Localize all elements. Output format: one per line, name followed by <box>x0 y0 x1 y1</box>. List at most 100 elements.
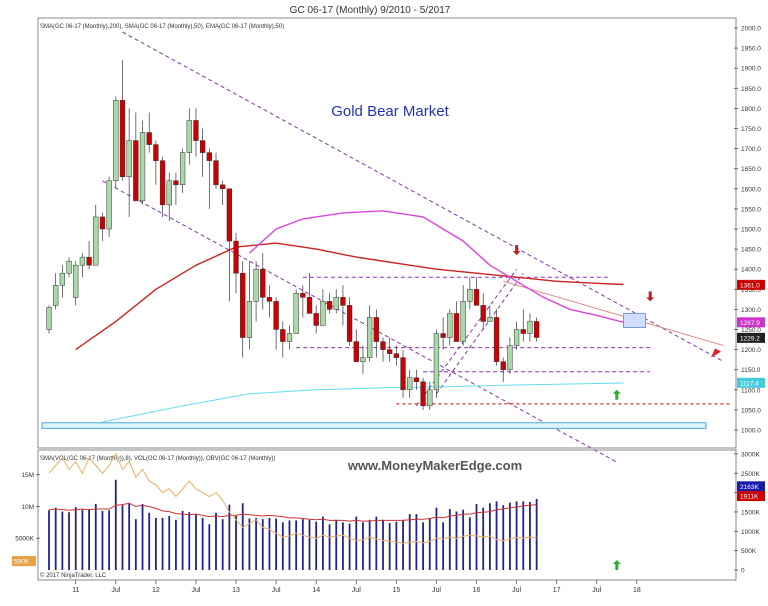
candle-body <box>513 329 520 346</box>
candle-body <box>473 289 480 306</box>
y-tick-label: 1250.0 <box>741 327 761 334</box>
candle-body <box>340 297 346 306</box>
sma-50-line <box>248 210 624 323</box>
vol-right-tick-label: 2500K <box>741 471 760 478</box>
red-arrow-icon <box>711 348 721 358</box>
y-tick-label: 1400.0 <box>741 267 761 274</box>
x-tick-label: 14 <box>312 587 320 594</box>
vol-right-badge <box>737 481 765 492</box>
candle-body <box>179 152 186 186</box>
y-tick-label: 1500.0 <box>741 227 761 234</box>
candle-body <box>166 180 172 206</box>
candle-body <box>233 240 239 274</box>
candle-body <box>106 180 112 230</box>
candle-body <box>520 329 526 334</box>
candle-body <box>447 313 453 338</box>
candle-body <box>493 317 500 362</box>
price-badges: 1361.0 1267.9 1229.2 1117.4 <box>737 279 765 388</box>
candle-body <box>59 272 66 286</box>
sma-200-line <box>75 242 624 351</box>
candle-body <box>280 329 286 342</box>
candle-body <box>320 301 326 326</box>
rising-channel-upper <box>415 268 518 407</box>
x-tick-label: 17 <box>553 587 561 594</box>
candle-body <box>533 321 540 338</box>
candle-body <box>159 160 166 206</box>
candle-body <box>240 272 246 338</box>
y-tick-label: 1350.0 <box>741 287 761 294</box>
candle-body <box>360 357 366 362</box>
candle-body <box>380 341 386 350</box>
candle-body <box>119 100 126 177</box>
y-tick-label: 1100.0 <box>741 387 761 394</box>
volume-lines <box>48 452 537 544</box>
x-tick-label: 16 <box>473 587 481 594</box>
candle-body <box>66 260 72 274</box>
y-tick-label: 1200.0 <box>741 347 761 354</box>
y-tick-label: 1300.0 <box>741 307 761 314</box>
copyright: © 2017 NinjaTrader, LLC <box>40 572 107 579</box>
x-tick-label: 11 <box>72 587 79 594</box>
candle-body <box>173 180 179 186</box>
price-badge-label: 1117.4 <box>740 380 759 387</box>
candle-body <box>353 341 359 362</box>
y-tick-label: 1800.0 <box>741 106 761 113</box>
blue-zone-box <box>622 312 646 328</box>
vol-right-tick-label: 1000K <box>741 529 760 536</box>
vol-left-badge <box>12 556 36 567</box>
candle-body <box>133 140 139 202</box>
x-tick-label: Jul <box>111 587 120 594</box>
price-badge-label: 1361.0 <box>740 282 760 289</box>
upper-bear-trendline <box>122 31 724 363</box>
y-tick-label: 1550.0 <box>741 206 761 213</box>
vol-right-badge <box>737 491 765 502</box>
candlesticks <box>46 60 540 410</box>
candle-body <box>266 297 273 302</box>
volume-bars <box>48 479 621 570</box>
candle-body <box>113 100 119 182</box>
x-tick-label: 18 <box>633 587 641 594</box>
chart-title: GC 06-17 (Monthly) 9/2010 - 5/2017 <box>290 5 451 16</box>
candle-body <box>273 301 279 330</box>
candle-body <box>53 285 59 306</box>
y-tick-label: 1050.0 <box>741 407 761 414</box>
gold-bear-market-annotation: Gold Bear Market <box>331 103 449 120</box>
y-tick-label: 1450.0 <box>741 247 761 254</box>
volume-up-arrow-icon <box>612 560 621 570</box>
y-tick-label: 1750.0 <box>741 126 761 133</box>
candle-body <box>480 305 486 322</box>
vol-right-badge-label: 2163K <box>740 484 759 491</box>
candle-body <box>313 313 319 326</box>
candle-body <box>139 132 146 202</box>
candle-body <box>453 313 460 342</box>
candle-body <box>199 140 206 153</box>
y-tick-label: 1850.0 <box>741 86 761 93</box>
candle-body <box>333 297 339 310</box>
candle-body <box>226 188 233 242</box>
candle-body <box>73 264 79 298</box>
candle-body <box>366 317 373 358</box>
volume-panel <box>37 449 737 581</box>
candle-body <box>467 289 473 302</box>
x-tick-label: 13 <box>232 587 240 594</box>
candle-body <box>346 305 353 342</box>
candle-body <box>527 321 533 334</box>
x-tick-label: Jul <box>352 587 361 594</box>
vol-right-tick-label: 1500K <box>741 509 760 516</box>
y-tick-label: 1000.0 <box>741 428 761 435</box>
down-arrow-icon <box>512 245 521 256</box>
down-arrow-icon <box>646 291 655 302</box>
candle-body <box>373 317 379 342</box>
candle-body <box>460 301 466 342</box>
ema-50-line <box>102 382 624 423</box>
candle-body <box>86 256 92 266</box>
x-axis: 11 Jul 12 Jul 13 Jul 14 Jul 15 Jul 16 Jul 17 Jul 18 <box>72 580 641 594</box>
y-tick-label: 1650.0 <box>741 166 761 173</box>
watermark: www.MoneyMakerEdge.com <box>347 458 522 473</box>
candle-body <box>253 268 259 302</box>
price-badge <box>737 279 765 290</box>
volume-axes: 15M10M5000K3000K2500K2000K1500K1000K500K… <box>12 451 765 575</box>
y-tick-label: 2000.0 <box>741 26 761 33</box>
candle-body <box>387 349 393 354</box>
